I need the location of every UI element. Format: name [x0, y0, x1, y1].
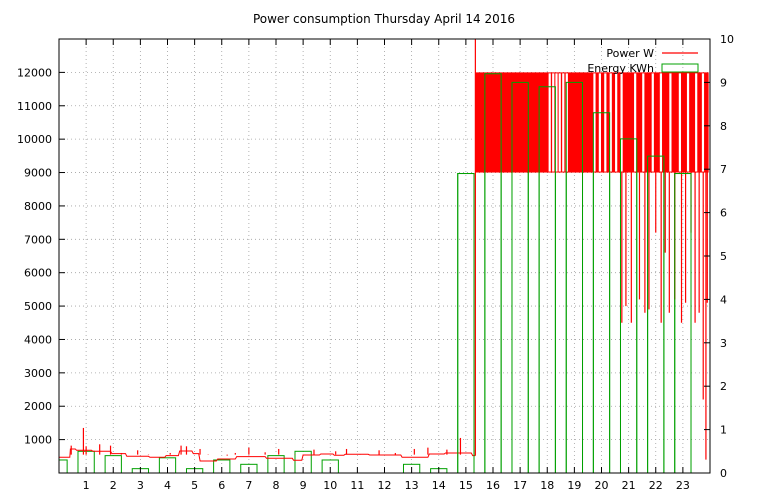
y2-tick-label: 10 — [720, 33, 734, 46]
power-band-gap — [604, 73, 607, 172]
y-tick-label: 4000 — [24, 333, 52, 346]
x-tick-label: 8 — [273, 479, 280, 492]
energy-bar-outline — [457, 173, 475, 473]
legend-label-energy: Energy KWh — [587, 62, 654, 75]
energy-bar-outline — [538, 86, 556, 473]
y-tick-label: 5000 — [24, 300, 52, 313]
y-tick-label: 11000 — [17, 100, 52, 113]
x-tick-label: 7 — [245, 479, 252, 492]
power-band-gap — [659, 73, 663, 172]
y2-tick-label: 5 — [720, 250, 727, 263]
y-tick-label: 7000 — [24, 233, 52, 246]
power-band-gap — [598, 73, 601, 172]
legend: Power W Energy KWh — [587, 47, 699, 75]
x-tick-label: 13 — [405, 479, 419, 492]
power-band-gap — [565, 73, 568, 172]
y-tick-label: 10000 — [17, 133, 52, 146]
power-band-gap — [651, 73, 654, 172]
energy-bar-outline — [619, 138, 638, 473]
power-band-gap — [593, 73, 596, 172]
power-band-gap — [634, 73, 637, 172]
x-tick-label: 20 — [595, 479, 609, 492]
x-tick-label: 1 — [83, 479, 90, 492]
energy-bar-outline — [592, 112, 611, 473]
energy-bar-outline — [484, 73, 502, 473]
energy-bar-outline — [511, 81, 529, 473]
power-band-gap — [548, 73, 551, 172]
energy-bar — [58, 459, 68, 474]
y-tick-label: 3000 — [24, 367, 52, 380]
power-band-gap — [686, 73, 690, 172]
y2-tick-label: 0 — [720, 467, 727, 480]
x-tick-label: 3 — [137, 479, 144, 492]
y-tick-label: 8000 — [24, 200, 52, 213]
power-series — [59, 39, 709, 473]
x-tick-label: 2 — [110, 479, 117, 492]
power-band-gap — [562, 73, 565, 172]
x-tick-label: 23 — [676, 479, 690, 492]
y2-tick-label: 8 — [720, 120, 727, 133]
x-tick-label: 5 — [191, 479, 198, 492]
y2-tick-label: 1 — [720, 424, 727, 437]
x-tick-label: 10 — [323, 479, 337, 492]
power-high-region — [475, 72, 709, 173]
y2-tick-label: 6 — [720, 207, 727, 220]
power-band-gap — [558, 73, 561, 172]
x-tick-label: 17 — [513, 479, 527, 492]
y2-tick-label: 2 — [720, 380, 727, 393]
y-tick-label: 1000 — [24, 434, 52, 447]
x-tick-label: 15 — [459, 479, 473, 492]
legend-swatch-energy — [661, 63, 699, 73]
energy-bar-outline — [565, 81, 584, 473]
energy-bar-outline — [647, 155, 665, 473]
legend-label-power: Power W — [606, 47, 654, 60]
y-tick-label: 9000 — [24, 167, 52, 180]
power-band-gap — [620, 73, 623, 172]
energy-bar-outline — [674, 173, 692, 473]
power-line — [59, 448, 476, 462]
x-tick-label: 21 — [622, 479, 636, 492]
power-band-gap — [669, 73, 672, 172]
power-band-gap — [678, 73, 682, 172]
power-band-gap — [701, 73, 705, 172]
y2-tick-label: 9 — [720, 76, 727, 89]
energy-bar — [619, 138, 638, 474]
y2-tick-label: 4 — [720, 293, 727, 306]
y2-tick-label: 3 — [720, 337, 727, 350]
power-band-gap — [555, 73, 558, 172]
axis-ticks: 1 2 3 4 5 6 7 8 9 10 11 12 13 14 15 16 17 18 19 20 21 22 23100… — [17, 33, 734, 492]
x-tick-label: 9 — [300, 479, 307, 492]
power-band-gap — [552, 73, 555, 172]
x-tick-label: 12 — [378, 479, 392, 492]
y2-tick-label: 7 — [720, 163, 727, 176]
y-tick-label: 12000 — [17, 66, 52, 79]
power-band-gap — [642, 73, 645, 172]
x-tick-label: 19 — [567, 479, 581, 492]
power-band-gap — [615, 73, 618, 172]
x-tick-label: 22 — [649, 479, 663, 492]
x-tick-label: 16 — [486, 479, 500, 492]
x-tick-label: 6 — [218, 479, 225, 492]
chart-title: Power consumption Thursday April 14 2016 — [253, 12, 515, 26]
x-tick-label: 18 — [540, 479, 554, 492]
x-tick-label: 4 — [164, 479, 171, 492]
x-tick-label: 14 — [432, 479, 446, 492]
y-tick-label: 6000 — [24, 267, 52, 280]
power-band-gap — [695, 73, 698, 172]
x-tick-label: 11 — [350, 479, 364, 492]
y-tick-label: 2000 — [24, 400, 52, 413]
power-band-gap — [609, 73, 612, 172]
